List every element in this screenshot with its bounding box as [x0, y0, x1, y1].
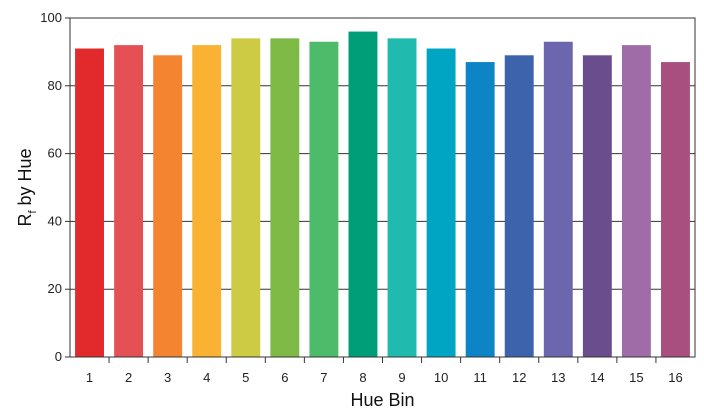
x-tick-label: 16 [668, 370, 682, 385]
x-tick-label: 14 [590, 370, 604, 385]
x-tick-label: 6 [281, 370, 288, 385]
bar-1 [75, 48, 104, 357]
x-tick-label: 5 [242, 370, 249, 385]
bar-9 [387, 38, 417, 358]
y-axis-label-main: R [15, 214, 35, 227]
x-tick-label: 8 [359, 370, 366, 385]
bar-14 [582, 55, 612, 357]
x-tick-label: 1 [86, 370, 93, 385]
bar-13 [543, 41, 573, 357]
y-tick-label: 0 [55, 349, 62, 364]
x-axis-label: Hue Bin [350, 390, 414, 410]
x-tick-label: 7 [320, 370, 327, 385]
y-tick-label: 40 [48, 213, 62, 228]
bar-12 [504, 55, 534, 357]
y-axis-label-subscript: f [27, 210, 39, 214]
y-ticks: 0 20 40 60 80 100 [40, 10, 70, 364]
bar-16 [661, 62, 690, 357]
x-ticks: 1 2 3 4 5 6 7 8 9 10 11 12 13 14 15 16 [86, 357, 683, 385]
x-tick-label: 10 [434, 370, 448, 385]
y-tick-label: 20 [48, 281, 62, 296]
y-axis-label-rest: by Hue [15, 148, 35, 210]
x-tick-label: 12 [512, 370, 526, 385]
x-tick-label: 3 [164, 370, 171, 385]
bar-3 [153, 55, 183, 357]
y-tick-label: 80 [48, 78, 62, 93]
bar-4 [192, 45, 222, 358]
bar-6 [270, 38, 300, 358]
x-tick-label: 11 [473, 370, 487, 385]
y-tick-label: 100 [40, 10, 62, 25]
bar-5 [231, 38, 261, 358]
bar-2 [114, 45, 144, 358]
x-tick-label: 9 [398, 370, 405, 385]
bar-11 [465, 62, 495, 357]
y-axis-label: Rf by Hue [15, 148, 39, 226]
y-tick-label: 60 [48, 146, 62, 161]
bar-10 [426, 48, 456, 357]
bar-15 [621, 45, 651, 358]
x-tick-label: 13 [551, 370, 565, 385]
bar-8 [348, 31, 378, 358]
bars [75, 31, 690, 358]
x-tick-label: 15 [629, 370, 643, 385]
bar-7 [309, 41, 339, 357]
x-tick-label: 2 [125, 370, 132, 385]
x-tick-label: 4 [203, 370, 210, 385]
